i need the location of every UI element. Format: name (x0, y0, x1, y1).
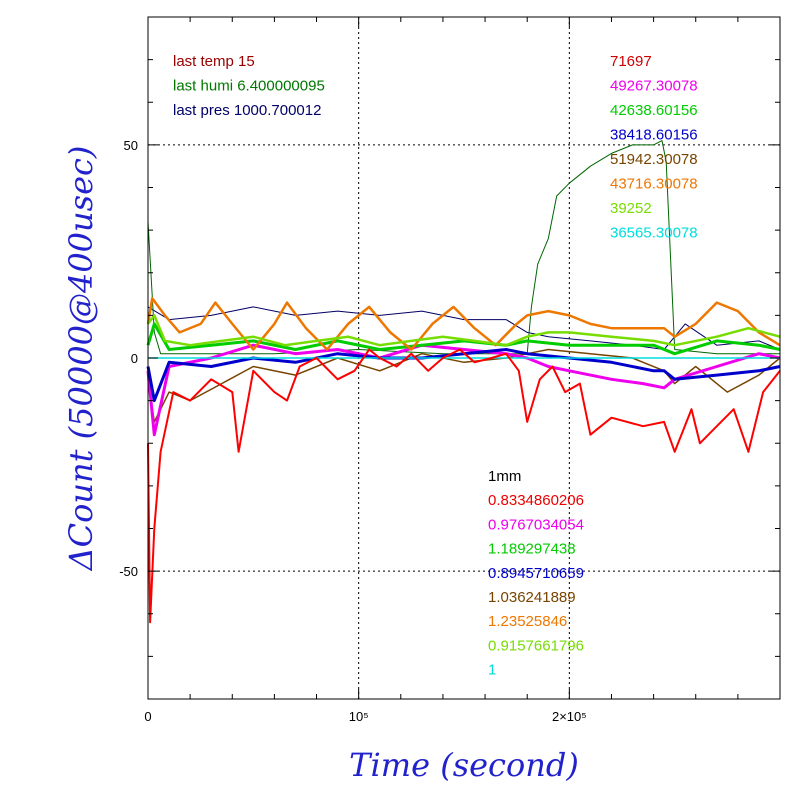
y-tick-label: 50 (124, 138, 138, 153)
env-label: last humi 6.400000095 (173, 78, 325, 95)
count-value: 51942.30078 (610, 151, 698, 168)
env-label: last pres 1000.700012 (173, 102, 321, 119)
series-line-8 (146, 297, 781, 351)
series-lines (146, 140, 781, 624)
axis-ticks (147, 17, 781, 699)
count-value: 49267.30078 (610, 78, 698, 95)
count-value: 38418.60156 (610, 127, 698, 144)
x-axis-title: Time (second) (349, 746, 579, 784)
series-line-2 (147, 140, 780, 355)
x-tick-label: 10⁵ (349, 709, 369, 724)
env-label: last temp 15 (173, 53, 255, 70)
series-line-6 (146, 322, 781, 356)
count-value: 71697 (610, 53, 652, 70)
ratio-value: 0.8945710659 (488, 565, 584, 582)
count-value: 43716.30078 (610, 176, 698, 193)
series-line-1 (147, 306, 781, 350)
ratio-value: 1.189297438 (488, 541, 576, 558)
annotations: last temp 15 last humi 6.400000095 last pr… (173, 53, 698, 679)
series-line-9 (146, 314, 781, 347)
y-axis-title: ΔCount (50000@400usec) (62, 146, 100, 573)
x-tick-label: 2×10⁵ (552, 709, 587, 724)
ratio-value: 0.8334860206 (488, 492, 584, 509)
count-value: 36565.30078 (610, 225, 698, 242)
tick-labels: 0 10⁵ 2×10⁵ 50 0 -50 (119, 138, 586, 724)
ratio-value: 1mm (488, 468, 521, 485)
ratio-value: 0.9767034054 (488, 516, 584, 533)
y-tick-label: 0 (131, 351, 138, 366)
count-value: 42638.60156 (610, 102, 698, 119)
x-tick-label: 0 (144, 709, 151, 724)
ratio-value: 1.036241889 (488, 589, 576, 606)
series-line-5 (146, 348, 781, 403)
y-tick-label: -50 (119, 564, 138, 579)
ratio-value: 1.23525846 (488, 613, 567, 630)
count-value: 39252 (610, 200, 652, 217)
series-line-10 (147, 348, 781, 624)
ratio-value: 1 (488, 662, 496, 679)
ratio-value: 0.9157661796 (488, 637, 584, 654)
